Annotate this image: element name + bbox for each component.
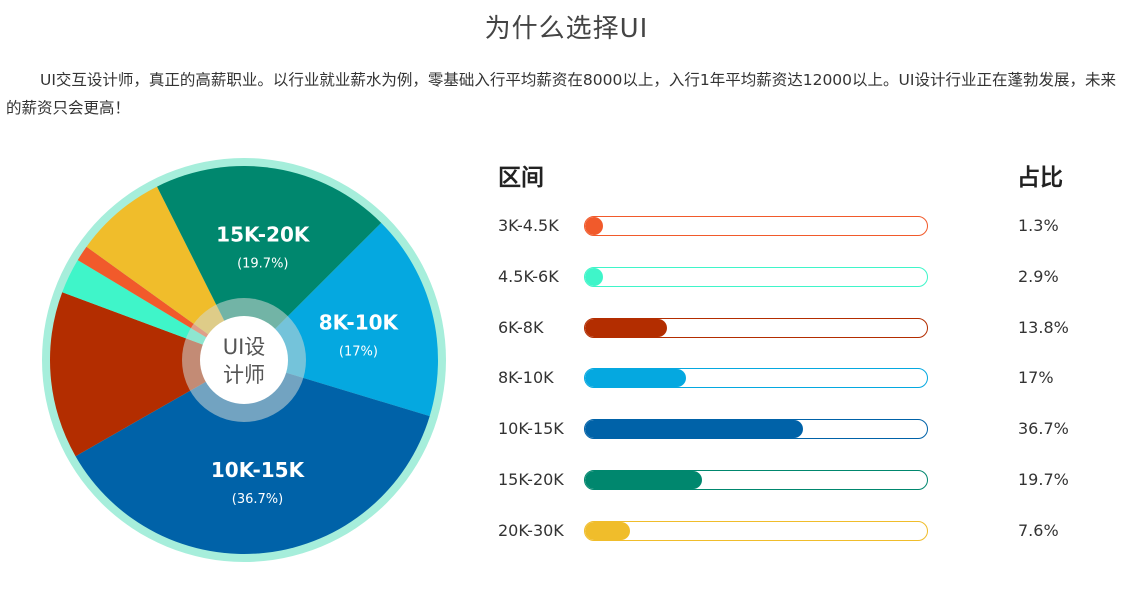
pie-slice-6k-8k	[49, 292, 245, 457]
bar-track	[584, 470, 928, 490]
pie-center-disc	[200, 316, 288, 404]
bar-range-label: 6K-8K	[498, 317, 544, 337]
bar-fill	[585, 420, 803, 439]
bar-range-label: 10K-15K	[498, 419, 564, 439]
bar-track	[584, 368, 928, 389]
bar-range-label: 4.5K-6K	[498, 266, 559, 286]
bar-row: 20K-30K 7.6%	[498, 519, 1118, 545]
pie-slice-label: 10K-15K	[211, 458, 306, 482]
bar-percent-value: 36.7%	[1018, 419, 1069, 439]
pie-slice-15k-20k	[157, 165, 382, 360]
pie-slice-label: 8K-10K	[319, 310, 400, 334]
bar-fill	[585, 267, 603, 286]
bar-percent-value: 7.6%	[1018, 520, 1059, 540]
bar-percent-value: 1.3%	[1018, 216, 1059, 235]
bar-row: 10K-15K 36.7%	[498, 417, 1118, 443]
bar-percent-value: 19.7%	[1018, 470, 1069, 489]
bar-range-label: 8K-10K	[498, 368, 554, 388]
bar-row: 3K-4.5K 1.3%	[498, 214, 1118, 240]
salary-pie-chart: 8K-10K (17%) 10K-15K (36.7%) 15K-20K (19.7%) …	[38, 154, 450, 566]
bar-row: 6K-8K 13.8%	[498, 316, 1118, 342]
bar-percent-value: 2.9%	[1018, 266, 1059, 286]
pie-slice-percent-label: (19.7%)	[237, 257, 288, 272]
bar-range-label: 15K-20K	[498, 470, 564, 489]
bar-range-label: 20K-30K	[498, 520, 564, 540]
bar-fill	[585, 318, 667, 337]
bar-fill	[585, 521, 631, 540]
page-title: 为什么选择UI	[484, 14, 649, 44]
bar-row: 8K-10K 17%	[498, 366, 1118, 392]
share-column-header: 占比	[1017, 165, 1063, 191]
bar-track	[584, 216, 928, 236]
bar-row: 15K-20K 19.7%	[498, 468, 1118, 494]
bar-track	[584, 520, 928, 541]
pie-slice-10k-15k	[75, 360, 430, 554]
bar-range-label: 3K-4.5K	[498, 216, 559, 235]
intro-paragraph: UI交互设计师，真正的高薪职业。以行业就业薪水为例，零基础入行平均薪资在8000…	[6, 71, 1116, 117]
bar-percent-value: 17%	[1018, 368, 1054, 388]
pie-slice-percent-label: (36.7%)	[232, 492, 283, 507]
pie-chart-svg: 8K-10K(17%)10K-15K(36.7%)15K-20K(19.7%) …	[42, 158, 446, 562]
bar-row: 4.5K-6K 2.9%	[498, 265, 1118, 291]
bar-fill	[585, 217, 603, 235]
pie-center-label-line1: UI设	[223, 335, 266, 359]
bar-track	[584, 266, 928, 287]
bar-percent-value: 13.8%	[1018, 317, 1069, 337]
bar-track	[584, 317, 928, 338]
bar-track	[584, 419, 928, 440]
pie-slice-label: 15K-20K	[216, 223, 311, 247]
bar-fill	[585, 471, 702, 489]
bar-fill	[585, 369, 686, 388]
pie-center-label-line2: 计师	[223, 363, 265, 387]
range-column-header: 区间	[498, 165, 544, 191]
pie-slice-percent-label: (17%)	[339, 344, 378, 359]
